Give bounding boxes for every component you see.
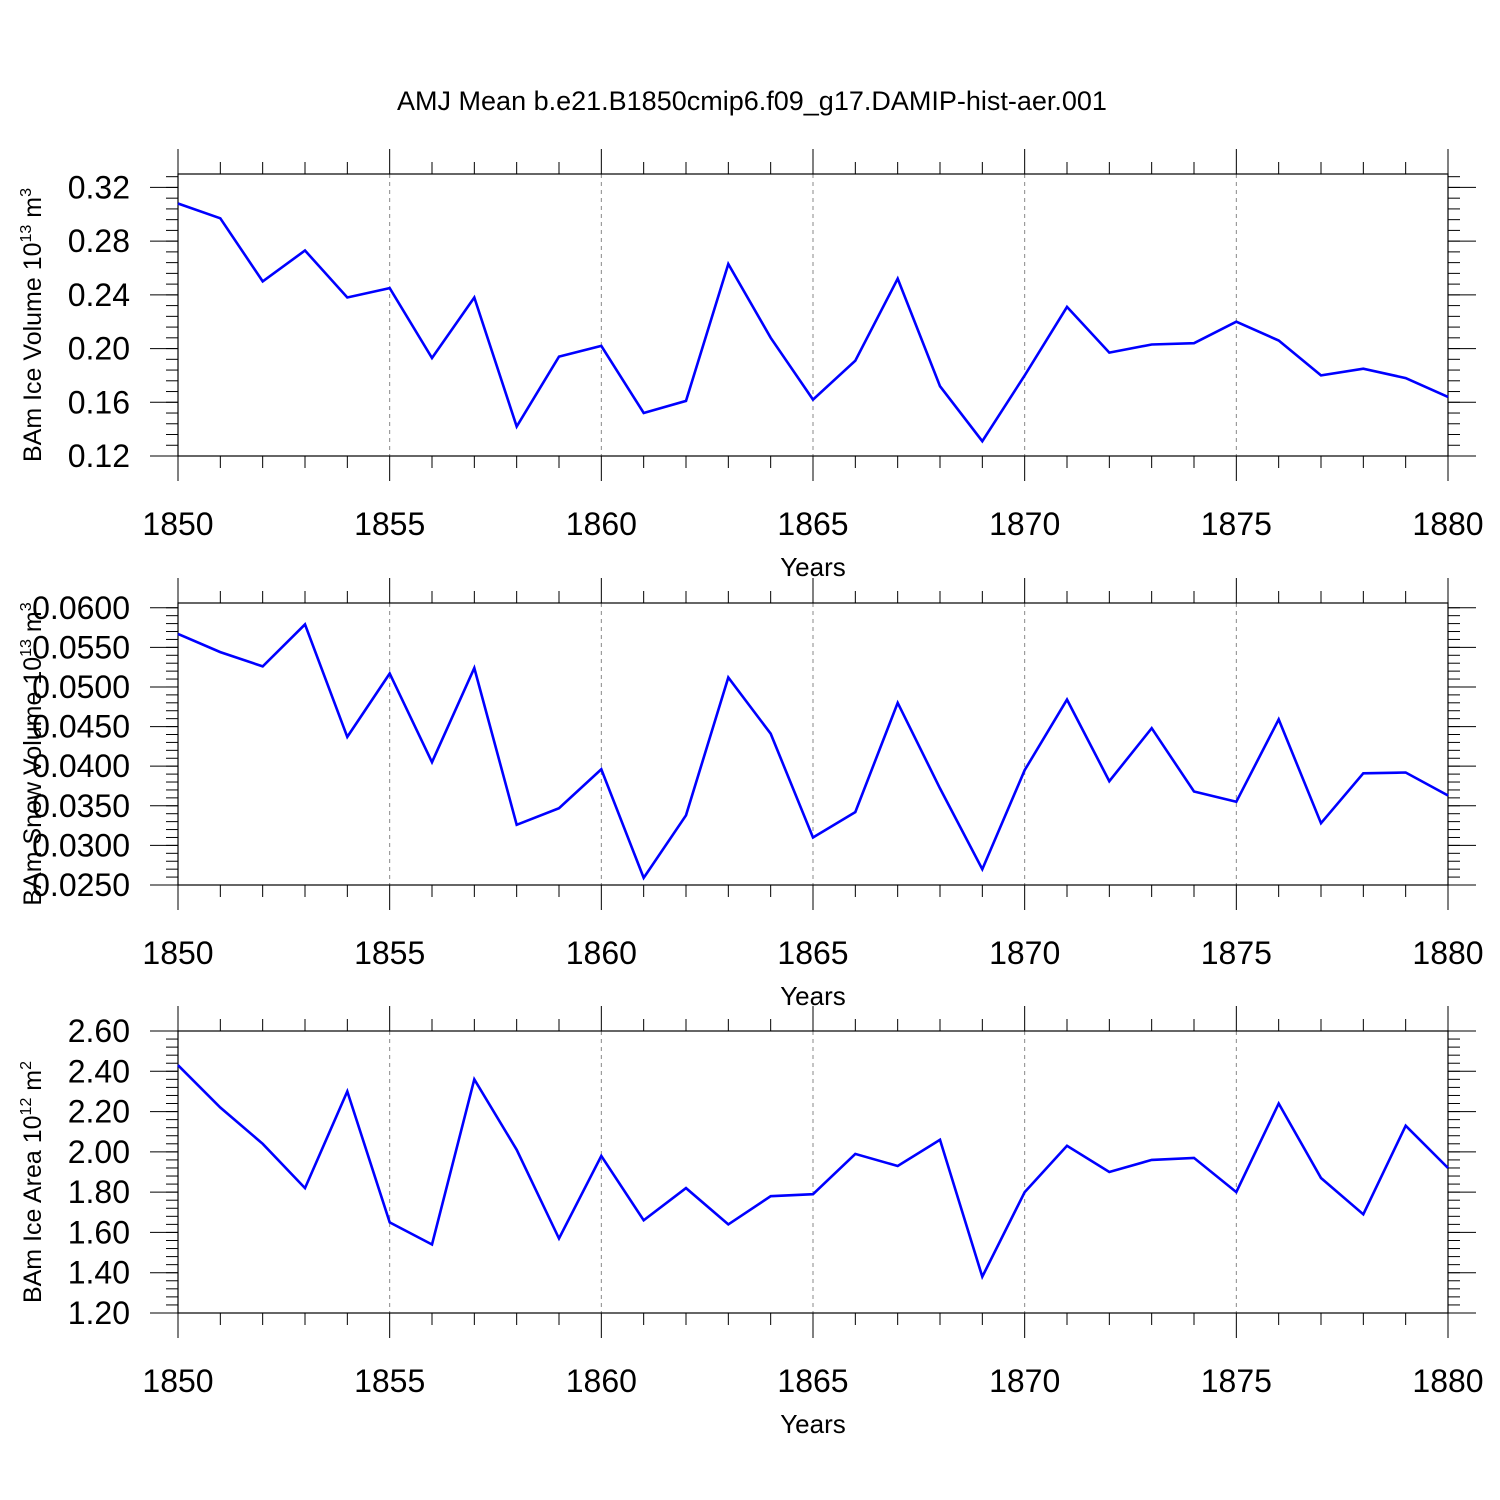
y-axis-label-exponent: 13 (18, 639, 35, 657)
y-tick-label: 0.0300 (32, 827, 130, 863)
y-tick-label: 0.0450 (32, 709, 130, 745)
series-line-1 (177, 202, 1449, 444)
y-tick-label: 2.20 (68, 1094, 130, 1130)
x-tick-label: 1855 (354, 1363, 425, 1399)
y-axis-label: BAm Snow Volume 1013 m3 (18, 602, 47, 905)
y-axis-label-unit: m (19, 1070, 47, 1098)
y-tick-label: 0.12 (68, 438, 130, 474)
plots: 1850 1855 1860 1865 1870 1875 1880 Years 0.12 0.1… (18, 149, 1484, 1439)
y-axis-label-unit-exponent: 2 (18, 1061, 35, 1070)
y-tick-label: 1.60 (68, 1214, 130, 1250)
y-axis-label-exponent: 12 (18, 1098, 35, 1116)
x-axis-label: Years (780, 1409, 846, 1439)
y-axis-label-unit: m (19, 611, 47, 639)
y-tick-label: 1.40 (68, 1255, 130, 1291)
y-tick-label: 0.0400 (32, 748, 130, 784)
y-axis-label-unit-exponent: 3 (18, 602, 35, 611)
y-axis-label: BAm Ice Area 1012 m2 (18, 1061, 47, 1303)
y-tick-label: 2.40 (68, 1053, 130, 1089)
x-tick-label: 1860 (566, 1363, 637, 1399)
y-tick-label: 0.16 (68, 384, 130, 420)
y-tick-label: 2.00 (68, 1134, 130, 1170)
chart-panel-3: 1850 1855 1860 1865 1870 1875 1880 Years 1.20 1.4… (18, 1006, 1484, 1439)
y-tick-label: 1.80 (68, 1174, 130, 1210)
chart-panel-1: 1850 1855 1860 1865 1870 1875 1880 Years 0.12 0.1… (18, 149, 1484, 582)
x-tick-label: 1875 (1201, 1363, 1272, 1399)
y-tick-label: 0.32 (68, 169, 130, 205)
y-tick-label: 0.0500 (32, 669, 130, 705)
x-axis-label: Years (780, 552, 846, 582)
y-axis-label: BAm Ice Volume 1013 m3 (18, 188, 47, 462)
y-axis-label-text: BAm Ice Volume 10 (19, 242, 47, 462)
y-axis-label-text: BAm Snow Volume 10 (19, 657, 47, 906)
x-tick-label: 1865 (777, 506, 848, 542)
x-tick-label: 1875 (1201, 935, 1272, 971)
figure-title: AMJ Mean b.e21.B1850cmip6.f09_g17.DAMIP-… (397, 86, 1107, 116)
x-tick-label: 1865 (777, 1363, 848, 1399)
chart-panel-2: 1850 1855 1860 1865 1870 1875 1880Years0.02500… (18, 578, 1484, 1011)
y-axis-label-text: BAm Ice Area 10 (19, 1115, 47, 1303)
y-tick-label: 1.20 (68, 1295, 130, 1331)
x-tick-label: 1855 (354, 506, 425, 542)
x-tick-label: 1850 (142, 506, 213, 542)
x-tick-label: 1850 (142, 1363, 213, 1399)
y-axis-label-unit: m (19, 197, 47, 225)
x-tick-label: 1870 (989, 1363, 1060, 1399)
x-tick-label: 1865 (777, 935, 848, 971)
y-axis-label-unit-exponent: 3 (18, 188, 35, 197)
x-tick-label: 1880 (1412, 1363, 1483, 1399)
series-line-1 (177, 1064, 1449, 1281)
x-tick-label: 1880 (1412, 935, 1483, 971)
y-tick-label: 2.60 (68, 1013, 130, 1049)
x-tick-label: 1855 (354, 935, 425, 971)
y-tick-label: 0.24 (68, 277, 130, 313)
x-tick-label: 1880 (1412, 506, 1483, 542)
y-tick-label: 0.0600 (32, 590, 130, 626)
series-line-1 (177, 622, 1449, 881)
y-tick-label: 0.0350 (32, 788, 130, 824)
x-tick-label: 1875 (1201, 506, 1272, 542)
x-tick-label: 1860 (566, 935, 637, 971)
y-tick-label: 0.20 (68, 331, 130, 367)
x-tick-label: 1850 (142, 935, 213, 971)
y-tick-label: 0.28 (68, 223, 130, 259)
y-axis-label-exponent: 13 (18, 225, 35, 243)
y-tick-label: 0.0250 (32, 867, 130, 903)
x-tick-label: 1870 (989, 506, 1060, 542)
x-tick-label: 1870 (989, 935, 1060, 971)
x-tick-label: 1860 (566, 506, 637, 542)
y-tick-label: 0.0550 (32, 629, 130, 665)
